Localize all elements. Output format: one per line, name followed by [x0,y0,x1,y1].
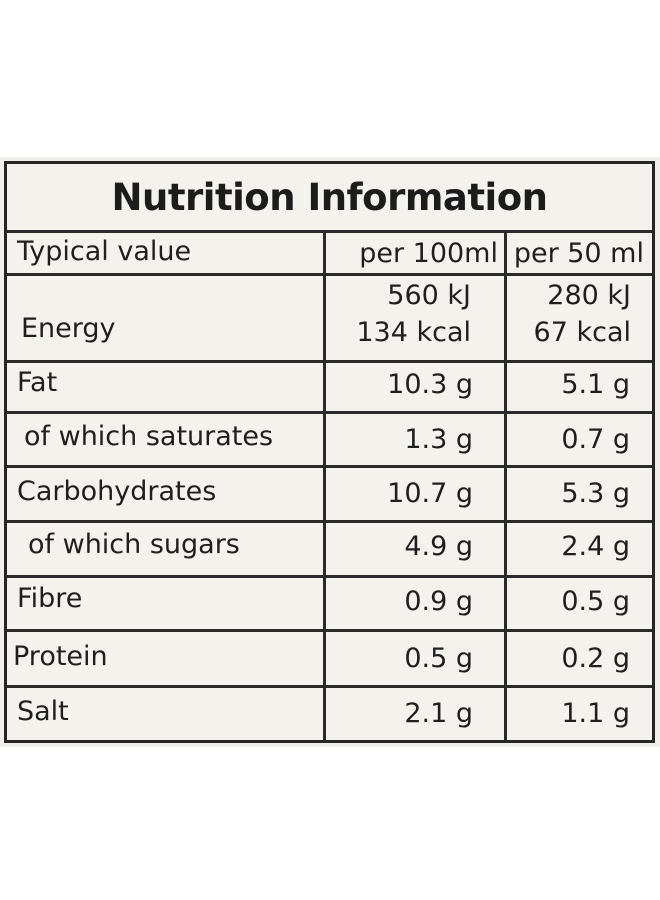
column-divider-1 [323,230,326,740]
header-per-50ml: per 50 ml [513,238,644,269]
row-label-salt: Salt [17,696,69,727]
table-title: Nutrition Information [111,175,548,219]
row-label-protein: Protein [13,641,108,672]
fibre-per-50ml: 0.5 g [561,586,630,617]
rule-below-carbohydrates [7,520,652,523]
sugars-per-100ml: 4.9 g [404,531,473,562]
header-label: Typical value [17,236,192,267]
header-per-100ml: per 100ml [359,238,498,269]
energy-kcal-per-100ml: 134 kcal [356,317,471,348]
row-label-sugars: of which sugars [28,529,240,560]
fibre-per-100ml: 0.9 g [404,586,473,617]
energy-kcal-per-50ml: 67 kcal [533,317,631,348]
fat-per-50ml: 5.1 g [561,369,630,400]
protein-per-100ml: 0.5 g [404,643,473,674]
energy-kj-per-100ml: 560 kJ [387,280,471,311]
salt-per-100ml: 2.1 g [404,698,473,729]
rule-below-fibre [7,629,652,632]
nutrition-table: Nutrition Information Typical value per … [4,161,655,743]
fat-per-100ml: 10.3 g [387,369,473,400]
rule-below-protein [7,685,652,688]
column-divider-2 [504,230,507,740]
protein-per-50ml: 0.2 g [561,643,630,674]
row-label-saturates: of which saturates [24,421,274,452]
energy-kj-per-50ml: 280 kJ [547,280,631,311]
sugars-per-50ml: 2.4 g [561,531,630,562]
row-label-energy: Energy [21,313,116,344]
carbohydrates-per-50ml: 5.3 g [561,478,630,509]
rule-below-saturates [7,465,652,468]
saturates-per-50ml: 0.7 g [561,424,630,455]
rule-below-title [7,230,652,233]
row-label-carbohydrates: Carbohydrates [17,476,217,507]
rule-below-sugars [7,575,652,578]
rule-below-energy [7,360,652,363]
carbohydrates-per-100ml: 10.7 g [387,478,473,509]
salt-per-50ml: 1.1 g [561,698,630,729]
rule-below-fat [7,411,652,414]
row-label-fat: Fat [17,367,58,398]
row-label-fibre: Fibre [17,583,83,614]
rule-below-header [7,273,652,276]
saturates-per-100ml: 1.3 g [404,424,473,455]
